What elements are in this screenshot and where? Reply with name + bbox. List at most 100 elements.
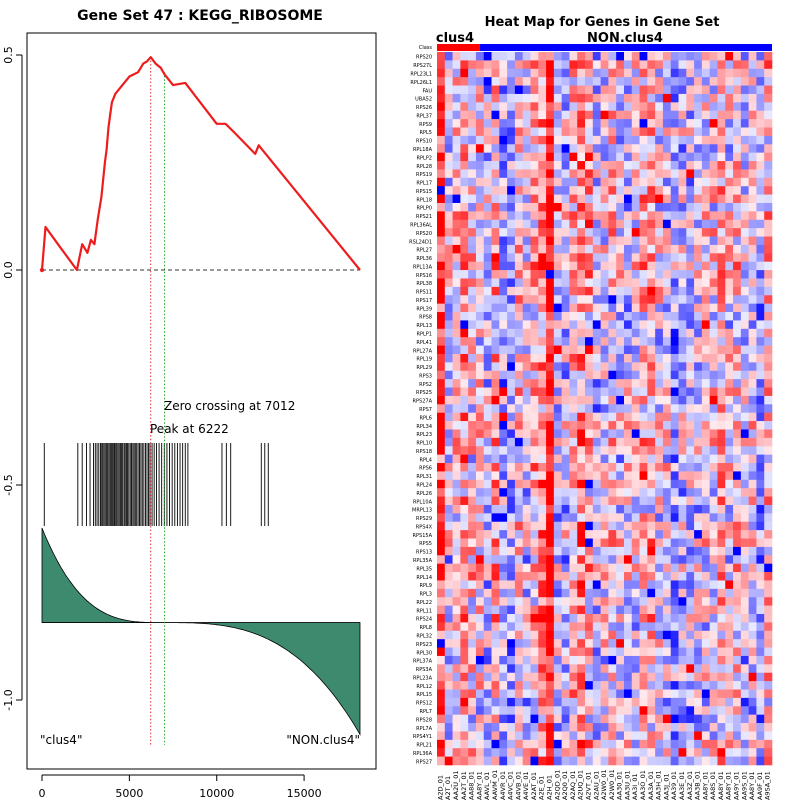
heatmap-cell bbox=[764, 320, 773, 330]
heatmap-cell bbox=[460, 202, 469, 212]
heatmap-cell bbox=[694, 169, 703, 179]
heatmap-cell bbox=[725, 538, 734, 548]
heatmap-cell bbox=[608, 706, 617, 715]
heatmap-cell bbox=[538, 404, 547, 413]
class-bar-clus4 bbox=[437, 44, 480, 51]
heatmap-cell bbox=[616, 437, 625, 447]
heatmap-cell bbox=[530, 588, 539, 598]
heatmap-cell bbox=[623, 463, 633, 472]
heatmap-cell bbox=[709, 52, 718, 61]
heatmap-cell bbox=[631, 756, 640, 766]
heatmap-cell bbox=[468, 622, 477, 632]
heatmap-cell bbox=[756, 320, 765, 330]
heatmap-cell bbox=[577, 345, 586, 355]
heatmap-cell bbox=[686, 739, 695, 749]
sample-label: AA3J_01 bbox=[662, 773, 670, 800]
enrichment-plot: Gene Set 47 : KEGG_RIBOSOME 0 5000 10000 15… bbox=[2, 8, 377, 800]
heatmap-cell bbox=[522, 723, 531, 732]
heatmap-cell bbox=[538, 731, 547, 741]
heatmap-cell bbox=[647, 60, 656, 70]
heatmap-cell bbox=[507, 77, 516, 86]
heatmap-cell bbox=[452, 630, 461, 640]
heatmap-cell bbox=[577, 404, 586, 413]
heatmap-cell bbox=[701, 756, 710, 766]
heatmap-cell bbox=[694, 697, 703, 707]
heatmap-cell bbox=[647, 530, 656, 539]
heatmap-cell bbox=[733, 119, 742, 128]
heatmap-cell bbox=[764, 563, 773, 573]
heatmap-cell bbox=[538, 689, 547, 699]
heatmap-panel: Heat Map for Genes in Gene Set clus4 NON… bbox=[409, 15, 773, 800]
heatmap-cell bbox=[538, 236, 547, 246]
heatmap-cell bbox=[647, 597, 656, 606]
heatmap-cell bbox=[748, 328, 757, 338]
heatmap-cell bbox=[546, 127, 555, 137]
heatmap-cell bbox=[530, 152, 539, 162]
heatmap-cell bbox=[717, 421, 726, 430]
heatmap-cell bbox=[483, 504, 492, 514]
heatmap-cell bbox=[592, 463, 601, 472]
heatmap-cell bbox=[764, 421, 773, 430]
heatmap-cell bbox=[452, 479, 461, 489]
heatmap-cell bbox=[499, 672, 508, 682]
heatmap-cell bbox=[569, 286, 578, 296]
heatmap-cell bbox=[639, 530, 648, 539]
heatmap-cell bbox=[733, 362, 742, 372]
heatmap-cell bbox=[725, 404, 734, 413]
heatmap-cell bbox=[655, 421, 664, 430]
heatmap-cell bbox=[600, 463, 609, 472]
heatmap-cell bbox=[655, 697, 664, 707]
heatmap-cell bbox=[561, 110, 570, 120]
heatmap-cell bbox=[592, 496, 601, 506]
sample-label: AA9Y_01 bbox=[733, 771, 741, 800]
heatmap-cell bbox=[538, 437, 547, 447]
heatmap-cell bbox=[600, 219, 609, 229]
heatmap-cell bbox=[608, 580, 617, 590]
heatmap-cell bbox=[483, 446, 492, 455]
heatmap-cell bbox=[553, 127, 562, 137]
heatmap-cell bbox=[678, 555, 687, 564]
heatmap-cell bbox=[662, 748, 672, 757]
heatmap-cell bbox=[437, 152, 446, 162]
heatmap-cell bbox=[561, 504, 570, 514]
heatmap-cell bbox=[460, 723, 469, 732]
gene-label: RPS19 bbox=[416, 172, 432, 178]
heatmap-cell bbox=[655, 555, 664, 564]
heatmap-cell bbox=[608, 93, 617, 103]
heatmap-cell bbox=[522, 270, 531, 279]
heatmap-cell bbox=[577, 513, 586, 523]
heatmap-cell bbox=[437, 85, 446, 95]
heatmap-cell bbox=[764, 689, 773, 699]
heatmap-cell bbox=[452, 748, 461, 757]
heatmap-cell bbox=[530, 530, 539, 539]
heatmap-cell bbox=[740, 228, 749, 237]
heatmap-cell bbox=[678, 672, 687, 682]
heatmap-cell bbox=[733, 639, 742, 648]
heatmap-cell bbox=[631, 530, 640, 539]
heatmap-cell bbox=[631, 479, 640, 489]
heatmap-cell bbox=[686, 85, 695, 95]
heatmap-cell bbox=[522, 655, 531, 665]
heatmap-cell bbox=[577, 521, 586, 531]
heatmap-cell bbox=[717, 211, 726, 221]
heatmap-cell bbox=[717, 412, 726, 422]
heatmap-cell bbox=[725, 655, 734, 665]
heatmap-cell bbox=[600, 630, 609, 640]
heatmap-cell bbox=[437, 320, 446, 330]
heatmap-cell bbox=[655, 211, 664, 221]
heatmap-cell bbox=[655, 513, 664, 523]
heatmap-cell bbox=[662, 421, 672, 430]
gene-label: RPL17 bbox=[416, 181, 432, 187]
heatmap-cell bbox=[546, 77, 555, 86]
heatmap-cell bbox=[670, 488, 679, 497]
heatmap-cell bbox=[694, 580, 703, 590]
heatmap-cell bbox=[756, 353, 765, 363]
heatmap-cell bbox=[709, 421, 718, 430]
heatmap-cell bbox=[538, 102, 547, 112]
heatmap-cell bbox=[670, 748, 679, 757]
heatmap-cell bbox=[709, 655, 718, 665]
heatmap-cell bbox=[483, 672, 492, 682]
heatmap-cell bbox=[514, 144, 523, 153]
gene-label: RPS29 bbox=[416, 516, 432, 522]
heatmap-cell bbox=[475, 496, 485, 506]
